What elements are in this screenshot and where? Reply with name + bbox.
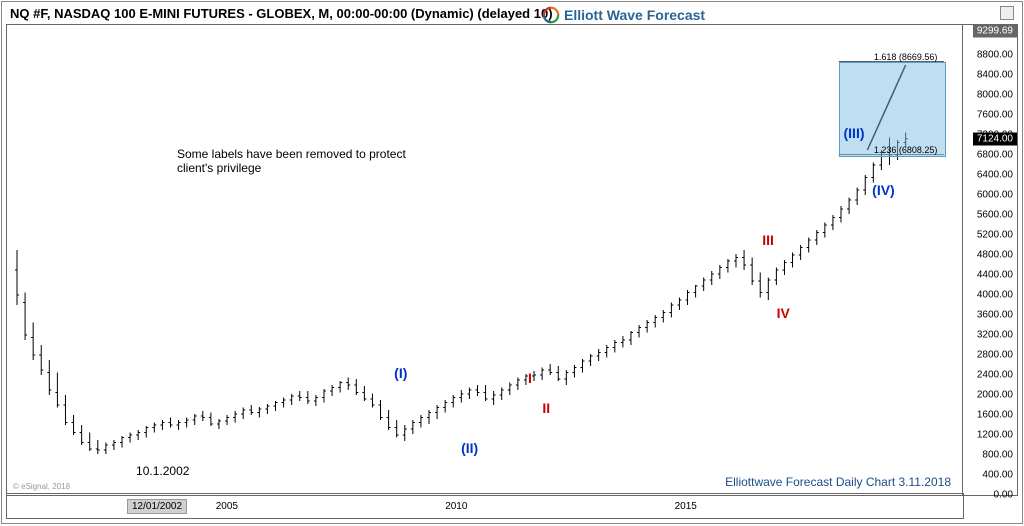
- y-tick: 4800.00: [977, 250, 1013, 261]
- y-tick: 8800.00: [977, 50, 1013, 61]
- fib-level-label: 1.236 (6808.25): [874, 145, 938, 155]
- y-tick: 3600.00: [977, 310, 1013, 321]
- price-series: [7, 25, 963, 495]
- x-tick: 2015: [675, 501, 697, 512]
- fib-level-label: 1.618 (8669.56): [874, 52, 938, 62]
- x-tick: 2005: [216, 501, 238, 512]
- y-tick: 2000.00: [977, 390, 1013, 401]
- y-tick: 1200.00: [977, 430, 1013, 441]
- current-price-tag: 7124.00: [973, 132, 1017, 145]
- brand-logo: Elliott Wave Forecast: [542, 6, 705, 24]
- y-tick: 5200.00: [977, 230, 1013, 241]
- x-axis: 2005 2010 2015 12/01/2002: [6, 493, 964, 519]
- y-tick: 2800.00: [977, 350, 1013, 361]
- y-tick: 8400.00: [977, 70, 1013, 81]
- y-tick: 8000.00: [977, 90, 1013, 101]
- y-tick: 2400.00: [977, 370, 1013, 381]
- wave-label: IV: [777, 305, 790, 321]
- privilege-note: Some labels have been removed to protect…: [177, 147, 437, 175]
- wave-label: (II): [461, 440, 478, 456]
- wave-label: (III): [844, 125, 865, 141]
- y-tick: 3200.00: [977, 330, 1013, 341]
- top-price-tag: 9299.69: [973, 25, 1017, 38]
- y-tick: 7600.00: [977, 110, 1013, 121]
- x-cursor-date: 12/01/2002: [127, 499, 187, 514]
- fib-target-zone: [839, 62, 946, 157]
- y-tick: 0.00: [994, 490, 1013, 501]
- y-tick: 4400.00: [977, 270, 1013, 281]
- date-label: 10.1.2002: [136, 464, 189, 478]
- wave-label: III: [762, 232, 774, 248]
- y-tick: 800.00: [982, 450, 1013, 461]
- wave-label: (I): [394, 365, 407, 381]
- y-tick: 6800.00: [977, 150, 1013, 161]
- plot-area[interactable]: Some labels have been removed to protect…: [6, 24, 964, 496]
- wave-label: II: [542, 400, 550, 416]
- y-tick: 6000.00: [977, 190, 1013, 201]
- wave-logo-icon: [542, 6, 560, 24]
- wave-label: I: [528, 370, 532, 386]
- y-tick: 4000.00: [977, 290, 1013, 301]
- chart-window: NQ #F, NASDAQ 100 E-MINI FUTURES - GLOBE…: [1, 1, 1023, 524]
- maximize-icon[interactable]: [1000, 6, 1014, 20]
- y-tick: 6400.00: [977, 170, 1013, 181]
- brand-text: Elliott Wave Forecast: [564, 7, 705, 23]
- y-tick: 5600.00: [977, 210, 1013, 221]
- x-tick: 2010: [445, 501, 467, 512]
- y-axis: 0.00400.00800.001200.001600.002000.00240…: [962, 24, 1018, 496]
- chart-title: NQ #F, NASDAQ 100 E-MINI FUTURES - GLOBE…: [10, 6, 553, 21]
- y-tick: 400.00: [982, 470, 1013, 481]
- chart-footer: Elliottwave Forecast Daily Chart 3.11.20…: [725, 475, 951, 489]
- wave-label: (IV): [872, 182, 895, 198]
- y-tick: 1600.00: [977, 410, 1013, 421]
- copyright-text: © eSignal, 2018: [13, 482, 70, 491]
